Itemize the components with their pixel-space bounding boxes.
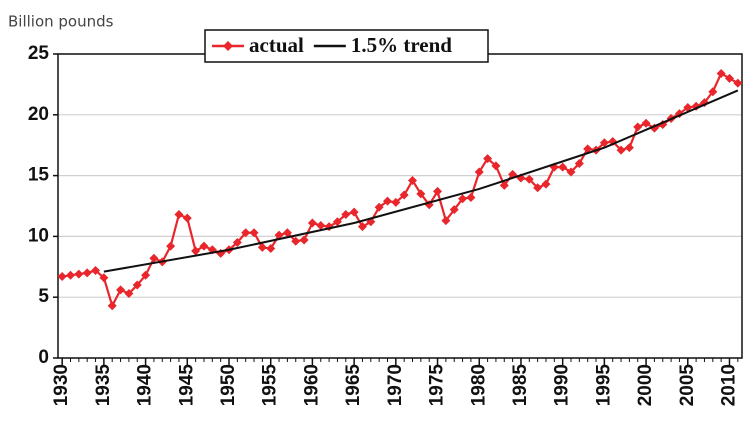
data-point bbox=[416, 189, 426, 199]
data-point bbox=[641, 118, 651, 128]
data-point bbox=[491, 161, 501, 171]
data-point bbox=[724, 73, 734, 83]
data-point bbox=[441, 216, 451, 226]
data-point bbox=[433, 186, 443, 196]
data-point bbox=[382, 196, 392, 206]
data-point bbox=[241, 228, 251, 238]
data-point bbox=[107, 301, 117, 311]
data-point bbox=[282, 228, 292, 238]
data-point bbox=[74, 269, 84, 279]
data-point bbox=[733, 78, 743, 88]
data-point bbox=[708, 87, 718, 97]
legend-label: actual bbox=[249, 33, 304, 57]
data-point bbox=[566, 167, 576, 177]
x-tick-label: 1980 bbox=[468, 364, 489, 406]
data-point bbox=[99, 273, 109, 283]
y-tick-label: 25 bbox=[28, 43, 50, 64]
data-point bbox=[599, 138, 609, 148]
y-tick-label: 5 bbox=[38, 286, 49, 307]
data-point bbox=[357, 222, 367, 232]
data-point bbox=[499, 180, 509, 190]
data-point bbox=[633, 122, 643, 132]
y-tick-label: 0 bbox=[38, 347, 49, 368]
x-tick-label: 1935 bbox=[93, 364, 114, 407]
x-tick-label: 1975 bbox=[427, 364, 448, 407]
data-point bbox=[182, 213, 192, 223]
data-point bbox=[124, 289, 134, 299]
x-tick-label: 1965 bbox=[343, 364, 364, 407]
plot-frame bbox=[57, 53, 743, 359]
data-point bbox=[82, 268, 92, 278]
data-point bbox=[116, 285, 126, 295]
data-point bbox=[57, 272, 67, 282]
data-point bbox=[141, 270, 151, 280]
y-tick-label: 10 bbox=[28, 225, 49, 246]
data-point bbox=[274, 230, 284, 240]
data-point bbox=[541, 179, 551, 189]
x-tick-label: 1930 bbox=[51, 364, 72, 406]
data-point bbox=[533, 183, 543, 193]
data-point bbox=[149, 253, 159, 263]
x-tick-label: 1990 bbox=[552, 364, 573, 406]
data-point bbox=[524, 174, 534, 184]
data-point bbox=[91, 265, 101, 275]
x-tick-label: 2005 bbox=[677, 364, 698, 407]
data-point bbox=[166, 241, 176, 251]
x-tick-label: 2000 bbox=[635, 364, 656, 406]
data-point bbox=[349, 207, 359, 217]
x-tick-label: 1940 bbox=[135, 364, 156, 406]
data-point bbox=[474, 167, 484, 177]
y-tick-label: 20 bbox=[28, 104, 49, 125]
legend-marker bbox=[223, 41, 233, 51]
x-tick-label: 1950 bbox=[218, 364, 239, 406]
data-point bbox=[291, 236, 301, 246]
data-point bbox=[249, 228, 259, 238]
data-point bbox=[408, 175, 418, 185]
data-point bbox=[583, 144, 593, 154]
data-point bbox=[191, 246, 201, 256]
data-point bbox=[232, 237, 242, 247]
data-point bbox=[616, 145, 626, 155]
data-point bbox=[316, 220, 326, 230]
data-point bbox=[458, 194, 468, 204]
data-point bbox=[683, 103, 693, 113]
legend-box bbox=[204, 29, 489, 63]
x-tick-label: 1955 bbox=[260, 364, 281, 407]
data-point bbox=[374, 202, 384, 212]
series-line bbox=[62, 71, 739, 309]
data-point bbox=[483, 154, 493, 164]
data-point bbox=[558, 162, 568, 172]
y-tick-label: 15 bbox=[28, 165, 50, 186]
data-point bbox=[132, 280, 142, 290]
data-point bbox=[66, 270, 76, 280]
data-point bbox=[199, 241, 209, 251]
x-tick-label: 1970 bbox=[385, 364, 406, 406]
x-tick-label: 1995 bbox=[593, 364, 614, 407]
x-tick-label: 1945 bbox=[176, 364, 197, 407]
data-point bbox=[716, 68, 726, 78]
data-point bbox=[391, 197, 401, 207]
data-point bbox=[174, 210, 184, 220]
data-point bbox=[574, 158, 584, 168]
data-point bbox=[399, 190, 409, 200]
series-line bbox=[103, 89, 739, 273]
data-point bbox=[307, 218, 317, 228]
y-axis-label: Billion pounds bbox=[8, 13, 114, 31]
data-point bbox=[332, 217, 342, 227]
data-point bbox=[341, 210, 351, 220]
data-point bbox=[257, 242, 267, 252]
x-tick-label: 2010 bbox=[719, 364, 740, 406]
data-point bbox=[299, 235, 309, 245]
legend-label: 1.5% trend bbox=[351, 33, 452, 57]
data-point bbox=[449, 205, 459, 215]
x-tick-label: 1985 bbox=[510, 364, 531, 407]
data-point bbox=[266, 244, 276, 254]
legend: actual 1.5% trend bbox=[204, 29, 489, 63]
data-point bbox=[624, 143, 634, 153]
x-tick-label: 1960 bbox=[301, 364, 322, 406]
data-point bbox=[466, 192, 476, 202]
